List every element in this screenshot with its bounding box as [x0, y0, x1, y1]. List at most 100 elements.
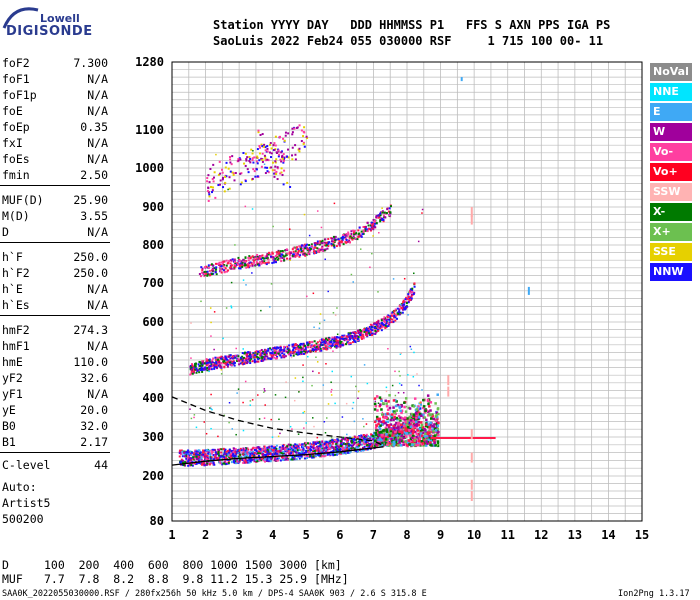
param-value: 2.17 — [80, 435, 108, 449]
echo-dot — [391, 427, 394, 430]
echo-dot — [281, 154, 284, 157]
echo-dot — [282, 452, 285, 455]
echo-blob-dot — [422, 413, 425, 416]
echo-dot — [321, 248, 324, 251]
echo-dot — [212, 264, 215, 267]
echo-dot — [208, 269, 211, 272]
echo-dot — [241, 261, 244, 264]
echo-dot — [216, 360, 219, 363]
echo-dot — [348, 443, 351, 446]
echo-dot — [250, 354, 253, 357]
scatter-dot — [327, 290, 329, 293]
echo-dot — [352, 231, 355, 234]
param-row-fof2: foF2 7.300 — [2, 56, 108, 72]
echo-dot — [277, 450, 280, 453]
echo-dot — [382, 220, 385, 223]
echo-dot — [221, 463, 224, 466]
echo-dot — [271, 251, 274, 254]
echo-dot — [256, 155, 259, 158]
echo-dot — [242, 357, 245, 360]
echo-blob-dot — [396, 423, 400, 426]
echo-dot — [339, 345, 342, 348]
echo-blob-dot — [386, 443, 389, 446]
echo-dot — [285, 248, 288, 251]
echo-dot — [270, 166, 273, 169]
echo-dot — [326, 444, 329, 447]
echo-dot — [263, 260, 266, 263]
echo-dot — [321, 440, 324, 443]
echo-dot — [256, 263, 259, 266]
echo-dot — [201, 269, 204, 272]
echo-dot — [273, 346, 276, 349]
echo-dot — [223, 449, 226, 452]
echo-dot — [228, 449, 231, 452]
echo-dot — [324, 443, 327, 446]
echo-dot — [270, 445, 273, 448]
scatter-dot — [318, 327, 321, 330]
echo-dot — [388, 207, 391, 210]
echo-blob-dot — [380, 413, 384, 416]
echo-blob-dot — [413, 439, 417, 442]
echo-dot — [376, 325, 379, 328]
param-label: fxI — [2, 136, 23, 150]
echo-dot — [386, 316, 389, 319]
echo-dot — [257, 356, 260, 359]
echo-blob-dot — [417, 420, 421, 424]
echo-dot — [261, 133, 264, 136]
echo-dot — [256, 162, 259, 165]
echo-dot — [295, 351, 298, 354]
echo-dot — [267, 453, 270, 456]
param-value: 7.300 — [73, 56, 108, 70]
echo-dot — [275, 357, 278, 360]
oblique-trace-dot — [455, 437, 459, 439]
echo-dot — [213, 365, 216, 368]
echo-dot — [354, 334, 357, 337]
echo-dot — [418, 411, 421, 414]
echo-dot — [234, 454, 237, 457]
echo-dot — [264, 155, 267, 158]
echo-dot — [314, 348, 317, 351]
echo-dot — [250, 459, 253, 462]
echo-dot — [204, 459, 207, 462]
echo-dot — [279, 349, 282, 352]
legend-item-vo: Vo+ — [650, 163, 692, 181]
echo-dot — [353, 441, 356, 444]
echo-dot — [371, 224, 374, 227]
echo-dot — [373, 220, 376, 223]
echo-dot — [323, 442, 326, 445]
scatter-dot — [410, 348, 413, 350]
echo-dot — [279, 257, 282, 260]
echo-dot — [308, 250, 311, 253]
echo-dot — [321, 245, 324, 248]
echo-dot — [206, 462, 209, 465]
echo-dot — [274, 165, 277, 168]
param-value: 250.0 — [73, 266, 108, 280]
x-tick-label: 12 — [534, 528, 548, 542]
echo-dot — [203, 452, 206, 455]
scatter-dot — [412, 376, 415, 378]
echo-dot — [371, 434, 374, 437]
echo-blob-dot — [412, 434, 415, 438]
echo-dot — [221, 178, 224, 181]
echo-dot — [228, 155, 231, 158]
echo-dot — [316, 247, 319, 250]
echo-dot — [235, 462, 238, 465]
echo-blob-dot — [382, 415, 385, 419]
echo-blob-dot — [376, 432, 380, 435]
echo-dot — [227, 261, 230, 264]
legend-item-ssw: SSW — [650, 183, 692, 201]
echo-dot — [268, 251, 271, 254]
echo-dot — [337, 344, 340, 347]
echo-dot — [288, 258, 291, 261]
echo-dot — [243, 260, 246, 263]
echo-dot — [279, 345, 282, 348]
echo-dot — [275, 151, 278, 154]
echo-dot — [379, 214, 382, 217]
echo-dot — [279, 135, 282, 138]
echo-dot — [364, 443, 367, 446]
echo-dot — [280, 151, 283, 154]
echo-dot — [215, 456, 218, 459]
echo-dot — [232, 360, 235, 363]
echo-dot — [218, 460, 221, 463]
echo-dot — [242, 362, 245, 365]
